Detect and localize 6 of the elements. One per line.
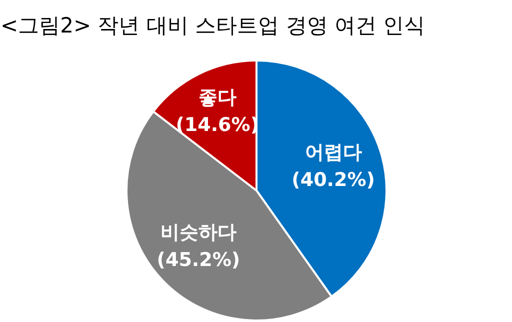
data-label: (45.2%) — [156, 249, 240, 272]
chart-title: <그림2> 작년 대비 스타트업 경영 여건 인식 — [0, 14, 426, 38]
slice-label: 비슷하다 — [160, 222, 236, 244]
slice-label: 좋다 — [198, 86, 236, 108]
slice-label: 어렵다 — [304, 141, 362, 164]
data-label: (40.2%) — [292, 168, 375, 191]
